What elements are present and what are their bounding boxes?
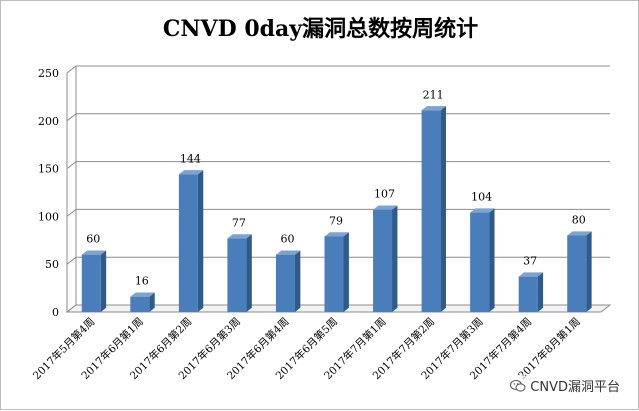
bar-side: [197, 170, 204, 312]
data-label: 80: [572, 214, 586, 227]
bar-side: [343, 232, 349, 312]
bar-side: [586, 231, 592, 312]
gridline-depth: [66, 209, 77, 217]
gridline-depth: [66, 256, 77, 265]
bar: [470, 212, 490, 312]
bar: [178, 174, 198, 312]
data-label: 16: [135, 275, 149, 288]
bar-top: [81, 250, 107, 255]
bar: [81, 254, 101, 312]
data-label: 107: [374, 188, 395, 201]
bar-side: [100, 250, 107, 312]
y-tick-label: 0: [52, 306, 59, 319]
bar: [324, 236, 344, 312]
bar-side: [294, 250, 301, 312]
bar: [130, 296, 150, 312]
bar: [373, 209, 393, 312]
bar-side: [489, 208, 495, 312]
bar-top: [421, 106, 446, 111]
gridline-depth: [66, 161, 77, 169]
bar-top: [373, 205, 398, 210]
bar-side: [537, 272, 544, 312]
watermark-text: CNVD漏洞平台: [530, 380, 620, 395]
bar-top: [567, 231, 592, 236]
bar-side: [246, 234, 252, 312]
wechat-icon: [510, 379, 526, 392]
bar-top: [324, 232, 349, 237]
bar: [227, 238, 247, 312]
y-tick-label: 250: [38, 67, 59, 80]
y-tick-label: 150: [38, 163, 59, 176]
chart-title: CNVD 0day漏洞总数按周统计: [162, 16, 479, 42]
bar-top: [275, 250, 301, 255]
data-label: 144: [180, 152, 201, 165]
watermark: CNVD漏洞平台: [508, 376, 622, 395]
bar: [567, 235, 587, 312]
y-tick-label: 200: [38, 115, 59, 128]
gridline-depth: [66, 65, 77, 74]
data-label: 104: [471, 191, 492, 204]
data-label: 60: [86, 233, 100, 246]
bar-top: [470, 208, 495, 213]
data-label: 60: [280, 233, 294, 246]
bar-side: [149, 292, 155, 312]
bar-top: [130, 292, 155, 297]
data-label: 77: [232, 216, 246, 229]
gridline-depth: [66, 113, 77, 122]
y-tick-label: 50: [45, 258, 59, 271]
bar-top: [178, 170, 204, 175]
bar-top: [227, 234, 252, 239]
y-tick-label: 100: [38, 210, 59, 223]
data-label: 79: [329, 214, 343, 227]
bar: [421, 110, 441, 312]
bar: [518, 276, 538, 312]
bar-side: [392, 205, 398, 312]
bar-side: [440, 106, 446, 312]
bar-top: [518, 272, 544, 277]
bar: [275, 254, 295, 312]
data-label: 37: [523, 255, 537, 268]
data-label: 211: [423, 88, 444, 101]
